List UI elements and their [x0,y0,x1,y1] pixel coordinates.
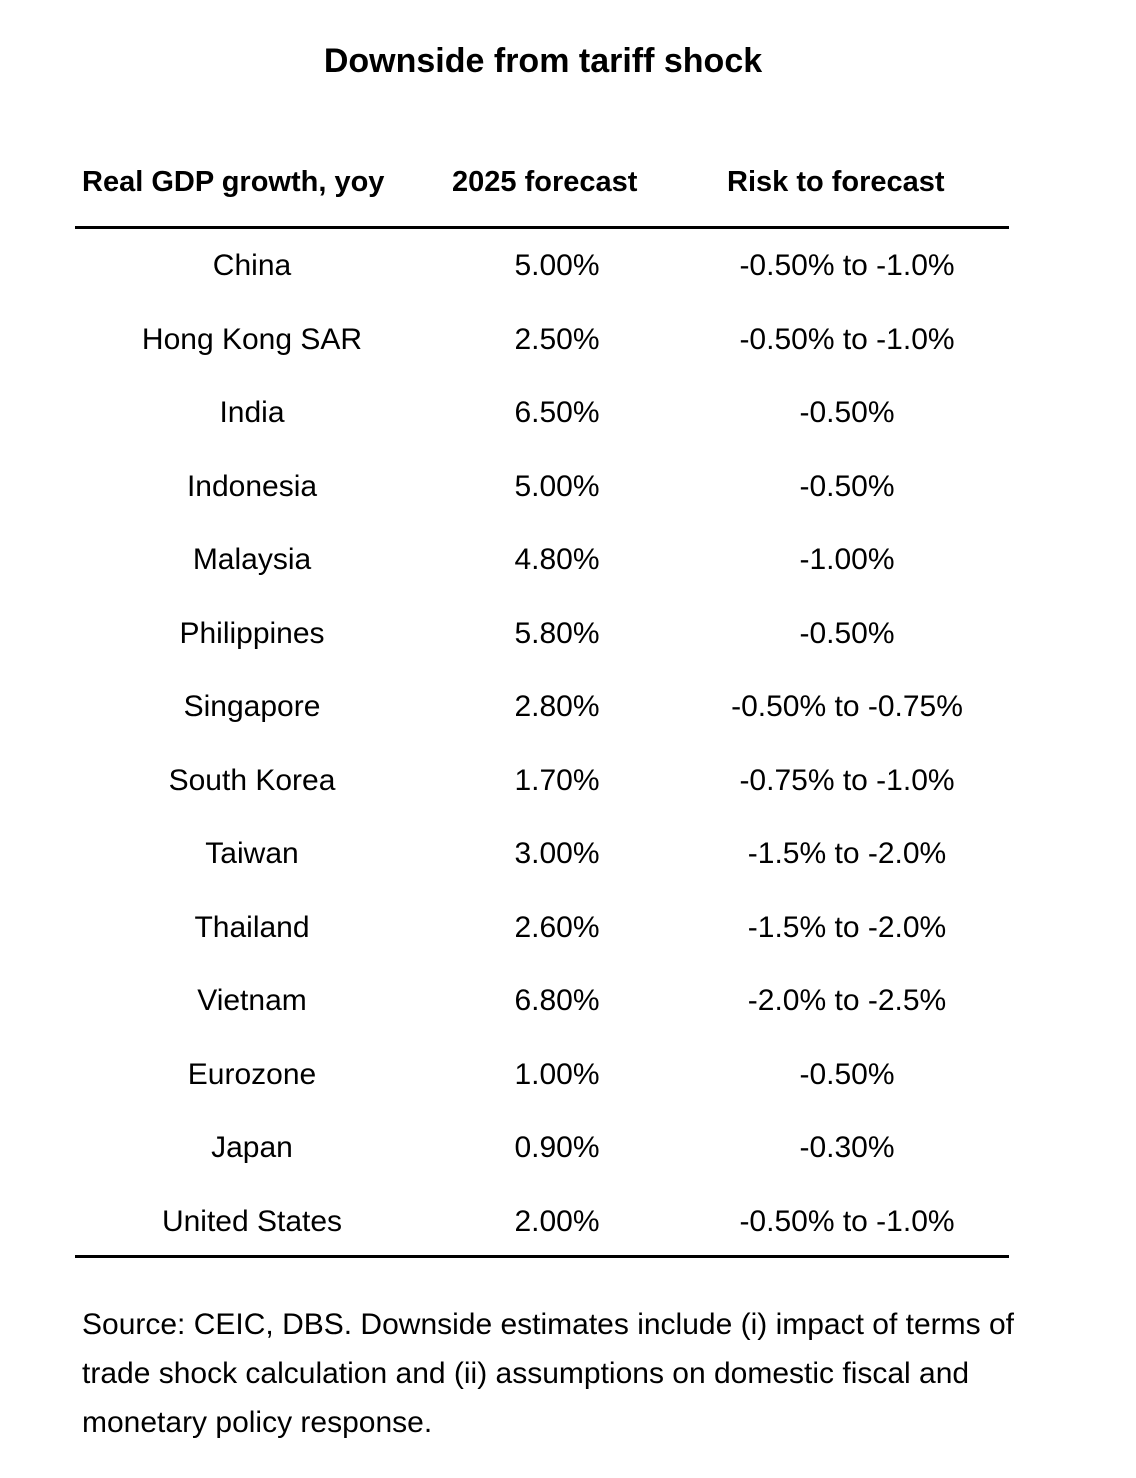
table-row: Singapore 2.80% -0.50% to -0.75% [0,690,1136,730]
cell-country: Thailand [194,910,310,944]
table-row: Philippines 5.80% -0.50% [0,617,1136,657]
cell-country: Hong Kong SAR [141,322,363,356]
header-risk: Risk to forecast [727,166,945,198]
table-row: India 6.50% -0.50% [0,396,1136,436]
cell-forecast: 2.80% [514,690,600,723]
cell-risk: -2.0% to -2.5% [747,984,947,1017]
header-country: Real GDP growth, yoy [82,166,385,198]
table-row: Vietnam 6.80% -2.0% to -2.5% [0,984,1136,1024]
cell-forecast: 4.80% [514,543,600,576]
cell-forecast: 5.00% [514,249,600,282]
cell-country: Indonesia [186,469,318,503]
cell-country: China [212,249,292,282]
cell-forecast: 2.00% [514,1204,600,1238]
table-row: Hong Kong SAR 2.50% -0.50% to -1.0% [0,323,1136,363]
cell-risk: -0.50% to -1.0% [739,1204,955,1238]
cell-risk: -0.30% [799,1131,895,1164]
cell-risk: -0.50% [799,396,895,429]
cell-risk: -0.75% to -1.0% [739,763,955,797]
table-row: Taiwan 3.00% -1.5% to -2.0% [0,837,1136,877]
table-row: Indonesia 5.00% -0.50% [0,470,1136,510]
cell-risk: -1.5% to -2.0% [747,910,947,944]
table-row: China 5.00% -0.50% to -1.0% [0,249,1136,289]
cell-forecast: 2.50% [514,322,600,356]
cell-forecast: 0.90% [514,1131,600,1164]
cell-risk: -1.00% [799,543,895,576]
cell-forecast: 5.00% [514,469,600,503]
cell-country: Philippines [179,616,325,650]
table-row: South Korea 1.70% -0.75% to -1.0% [0,764,1136,804]
table-row: Eurozone 1.00% -0.50% [0,1058,1136,1098]
cell-risk: -0.50% [799,616,895,650]
table-row: United States 2.00% -0.50% to -1.0% [0,1205,1136,1245]
cell-risk: -0.50% to -0.75% [731,690,963,723]
table-row: Thailand 2.60% -1.5% to -2.0% [0,911,1136,951]
cell-forecast: 6.50% [514,396,600,429]
cell-country: India [219,396,285,429]
cell-risk: -1.5% to -2.0% [747,837,947,870]
cell-forecast: 6.80% [514,984,600,1017]
cell-country: Singapore [183,690,321,723]
cell-country: Vietnam [197,984,307,1017]
table-row: Malaysia 4.80% -1.00% [0,543,1136,583]
cell-forecast: 5.80% [514,616,600,650]
cell-risk: -0.50% [799,1057,895,1091]
cell-country: Malaysia [192,543,312,576]
cell-country: Eurozone [187,1057,317,1091]
cell-country: Taiwan [205,837,299,870]
header-forecast: 2025 forecast [452,166,638,198]
cell-forecast: 2.60% [514,910,600,944]
cell-country: Japan [211,1131,293,1164]
cell-forecast: 3.00% [514,837,600,870]
cell-country: United States [161,1204,343,1238]
cell-forecast: 1.70% [514,763,600,797]
cell-risk: -0.50% to -1.0% [739,322,955,356]
table-title: Downside from tariff shock [323,42,763,80]
table-row: Japan 0.90% -0.30% [0,1131,1136,1171]
cell-risk: -0.50% to -1.0% [739,249,955,282]
footnote: Source: CEIC, DBS. Downside estimates in… [82,1308,1014,1439]
cell-risk: -0.50% [799,469,895,503]
cell-forecast: 1.00% [514,1057,600,1091]
bottom-rule [75,1255,1009,1258]
cell-country: South Korea [168,763,336,797]
top-rule [75,226,1009,229]
